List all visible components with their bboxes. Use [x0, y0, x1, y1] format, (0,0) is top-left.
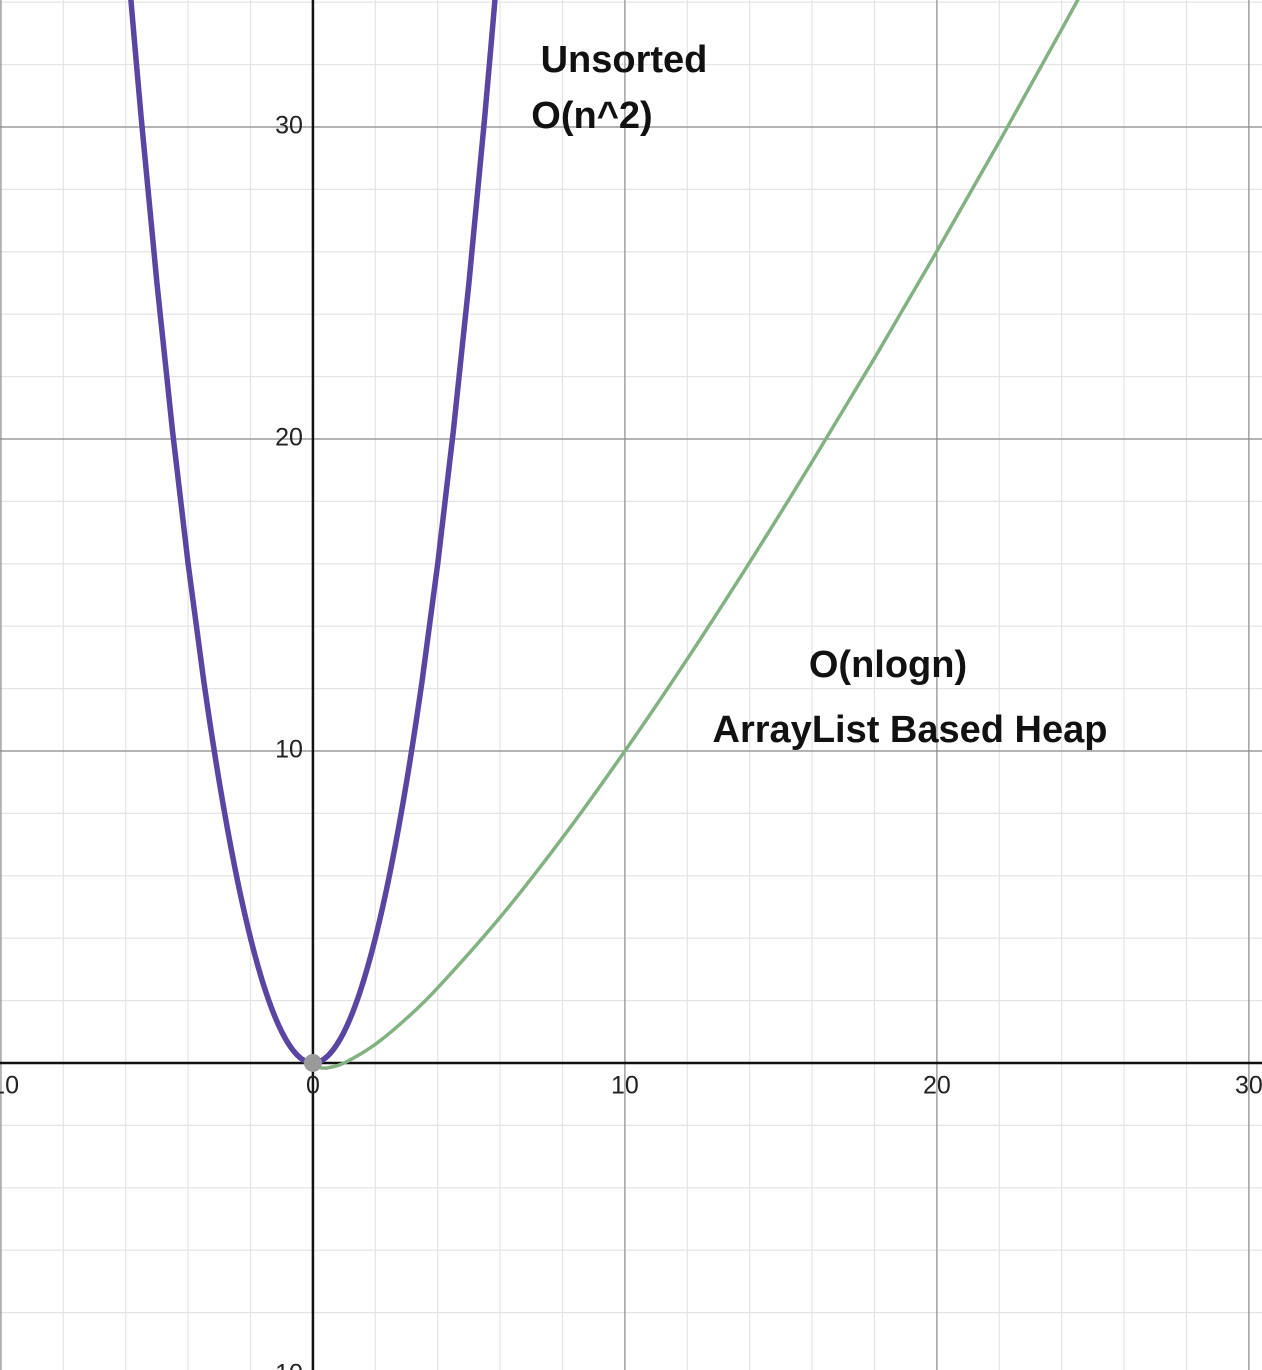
x-tick-label: 20: [923, 1072, 951, 1100]
annotation: O(nlogn): [809, 644, 967, 686]
y-tick-label: 20: [275, 424, 303, 452]
annotation: Unsorted: [541, 39, 708, 81]
x-tick-label: -10: [0, 1072, 19, 1100]
x-tick-label: 30: [1235, 1072, 1262, 1100]
y-tick-label: 10: [275, 736, 303, 764]
annotation: O(n^2): [531, 95, 652, 137]
curves: [128, 0, 1080, 1072]
x-tick-label: 10: [611, 1072, 639, 1100]
y-tick-label: -10: [267, 1360, 303, 1370]
annotation: ArrayList Based Heap: [713, 709, 1108, 751]
series-line: [312, 0, 1080, 1070]
point: [303, 1053, 322, 1072]
labels: Unsorted O(n^2) O(nlogn) ArrayList Based…: [0, 39, 1262, 1370]
x-tick-label: 0: [306, 1072, 320, 1100]
y-tick-label: 30: [275, 112, 303, 140]
